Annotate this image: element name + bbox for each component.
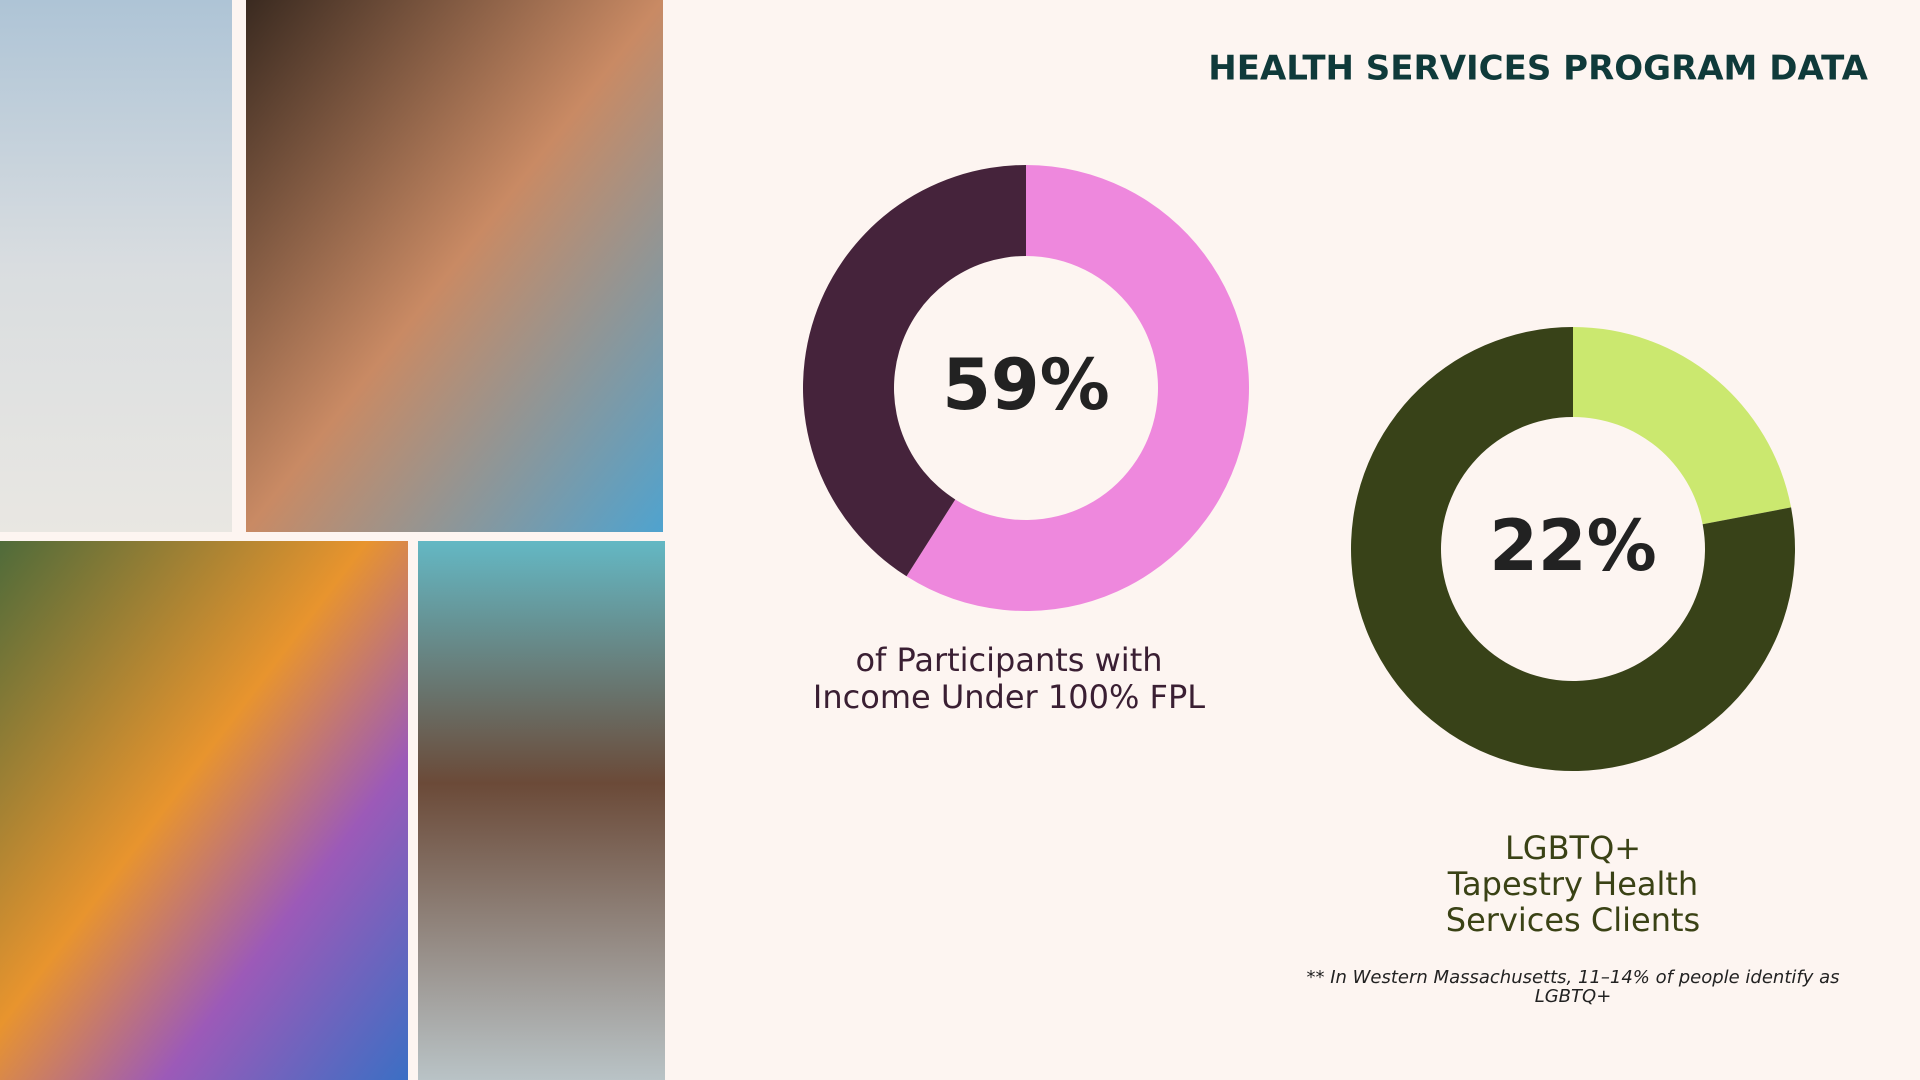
photo — [246, 0, 663, 532]
photo — [0, 0, 232, 532]
center-label: 22% — [1489, 505, 1657, 587]
caption: of Participants with — [855, 641, 1162, 679]
photo — [418, 541, 665, 1080]
footnote: ** In Western Massachusetts, 11–14% of p… — [1306, 967, 1840, 1007]
caption: Income Under 100% FPL — [813, 678, 1205, 716]
photo — [0, 541, 408, 1080]
donut-segment — [803, 165, 1026, 577]
donut-segment — [1351, 327, 1795, 771]
caption: Tapestry Health — [1447, 865, 1698, 903]
caption: LGBTQ+ — [1505, 829, 1641, 867]
donut-segment — [1573, 327, 1792, 525]
caption: Services Clients — [1446, 901, 1700, 939]
center-label: 59% — [942, 344, 1110, 426]
donut-segment — [906, 165, 1249, 611]
title: HEALTH SERVICES PROGRAM DATA — [1208, 49, 1868, 89]
